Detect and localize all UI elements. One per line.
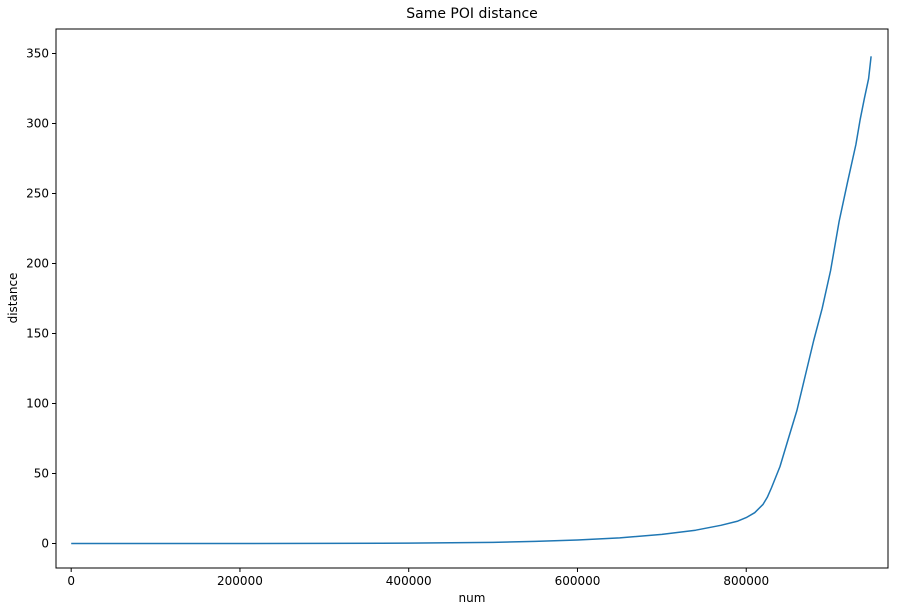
y-tick-label: 0 xyxy=(41,537,49,551)
y-tick-label: 50 xyxy=(34,467,49,481)
plot-area xyxy=(71,56,872,545)
y-tick-label: 250 xyxy=(26,187,49,201)
x-tick-label: 0 xyxy=(67,574,75,588)
series-line xyxy=(71,56,872,545)
x-tick-label: 200000 xyxy=(217,574,263,588)
axes-frame xyxy=(55,28,889,569)
x-tick-label: 400000 xyxy=(386,574,432,588)
x-tick-label: 800000 xyxy=(723,574,769,588)
y-tick-label: 350 xyxy=(26,47,49,61)
x-axis: 0 200000 400000 600000 800000 xyxy=(67,568,769,588)
x-tick-label: 600000 xyxy=(555,574,601,588)
x-axis-label: num xyxy=(459,591,486,605)
y-tick-label: 150 xyxy=(26,327,49,341)
chart-title: Same POI distance xyxy=(406,6,538,22)
y-axis: 0 50 100 150 200 250 300 350 xyxy=(26,47,56,551)
y-tick-label: 300 xyxy=(26,117,49,131)
y-tick-label: 100 xyxy=(26,397,49,411)
y-tick-label: 200 xyxy=(26,257,49,271)
y-axis-label: distance xyxy=(6,273,20,324)
